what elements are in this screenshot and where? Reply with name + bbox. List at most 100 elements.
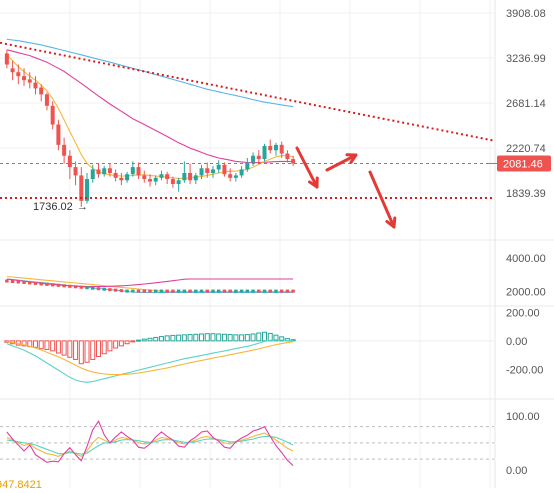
macd-histogram-bar (50, 340, 56, 352)
volume-ma-3 (6, 278, 294, 288)
volume-bar (119, 289, 124, 293)
macd-histogram-bar (38, 340, 44, 350)
macd-histogram-bar (153, 336, 159, 342)
macd-histogram-bar (210, 333, 216, 342)
macd-histogram-bar (95, 340, 101, 358)
kdj-j-line (6, 420, 294, 466)
candle-body (176, 180, 181, 185)
macd-histogram-bar (187, 334, 193, 342)
candle-body (233, 175, 238, 178)
candle-body (170, 179, 175, 185)
current-price-tag-bg (497, 155, 551, 172)
macd-histogram-bar (250, 333, 256, 342)
macd-histogram-bar (141, 338, 147, 342)
volume-bar (136, 289, 141, 293)
macd-histogram-bar (118, 340, 124, 347)
candle-body (119, 177, 124, 181)
kdj-tick-label: 100.00 (506, 411, 540, 423)
volume-bar (176, 289, 181, 293)
volume-bar (285, 289, 290, 293)
macd-histogram-bar (239, 334, 245, 342)
candle-body (125, 174, 130, 181)
volume-bar (91, 286, 95, 290)
macd-histogram-bar (73, 340, 79, 360)
kdj-d-line (6, 435, 294, 455)
candle-body (102, 168, 107, 175)
macd-histogram-bar (227, 334, 233, 342)
volume-bar (62, 284, 66, 288)
macd-histogram-bar (170, 334, 176, 342)
ma-slow-line (6, 38, 294, 108)
volume-bar (182, 289, 187, 293)
macd-histogram-bar (136, 339, 142, 342)
candle-body (216, 164, 221, 170)
kdj-tick-label: 0.00 (506, 465, 527, 477)
macd-histogram-bar (216, 333, 222, 342)
volume-bar (205, 289, 209, 293)
candle-body (22, 76, 27, 81)
volume-bar (125, 289, 129, 293)
candle-body (159, 174, 164, 178)
candle-body (279, 144, 284, 154)
macd-histogram-bar (21, 340, 27, 347)
candle-body (273, 144, 278, 151)
candle-body (239, 169, 244, 176)
volume-panel (5, 275, 295, 293)
volume-bar (234, 289, 238, 293)
volume-bar (113, 288, 118, 292)
candle-body (262, 145, 267, 160)
price-tick-label: 3908.08 (506, 8, 546, 20)
macd-histogram-bar (67, 340, 73, 358)
ma-mid-line (6, 49, 294, 164)
candle-body (85, 179, 90, 201)
candle-body (153, 177, 158, 182)
price-tick-label: 2220.74 (506, 143, 546, 155)
macd-histogram-bar (78, 340, 84, 365)
candle-body (251, 155, 256, 163)
volume-bar (251, 289, 255, 293)
candle-body (33, 82, 38, 89)
volume-bar (56, 283, 61, 287)
candle-body (285, 153, 290, 160)
candle-body (210, 169, 215, 174)
volume-bar (5, 279, 9, 283)
candle-body (256, 155, 261, 160)
forecast-arrows (295, 146, 397, 229)
price-tick-label: 3236.99 (506, 53, 546, 65)
candle-body (96, 169, 101, 175)
volume-bar (211, 289, 215, 293)
candle-body (205, 168, 210, 174)
volume-bar (279, 289, 284, 293)
macd-histogram-bar (193, 333, 199, 342)
kdj-panel (0, 420, 494, 466)
volume-bar (274, 289, 278, 293)
macd-histogram-bar (55, 340, 61, 354)
candle-body (182, 173, 187, 181)
macd-histogram-bar (130, 340, 136, 343)
macd-tick-label: 0.00 (506, 336, 527, 348)
arrow-down-2-head (385, 216, 397, 229)
candle-body (136, 167, 141, 176)
kdj-k-line (6, 432, 294, 458)
volume-bar (85, 286, 89, 290)
macd-histogram-bar (279, 336, 285, 342)
volume-bar (79, 285, 84, 289)
arrow-up (325, 153, 358, 172)
volume-bar (68, 284, 72, 288)
volume-bar (96, 287, 101, 291)
candle-body (193, 175, 198, 181)
macd-dif-line (6, 339, 294, 383)
macd-tick-label: -200.00 (506, 364, 543, 376)
arrow-down-2 (368, 170, 396, 229)
candle-body (27, 79, 32, 83)
volume-bar (165, 289, 169, 293)
volume-bar (268, 289, 272, 293)
volume-tick-label: 2000.00 (506, 287, 546, 299)
candle-body (4, 53, 9, 65)
price-tick-label: 1839.39 (506, 188, 546, 200)
volume-bar (33, 281, 38, 285)
macd-histogram-bar (221, 333, 227, 342)
candle-body (113, 173, 118, 178)
